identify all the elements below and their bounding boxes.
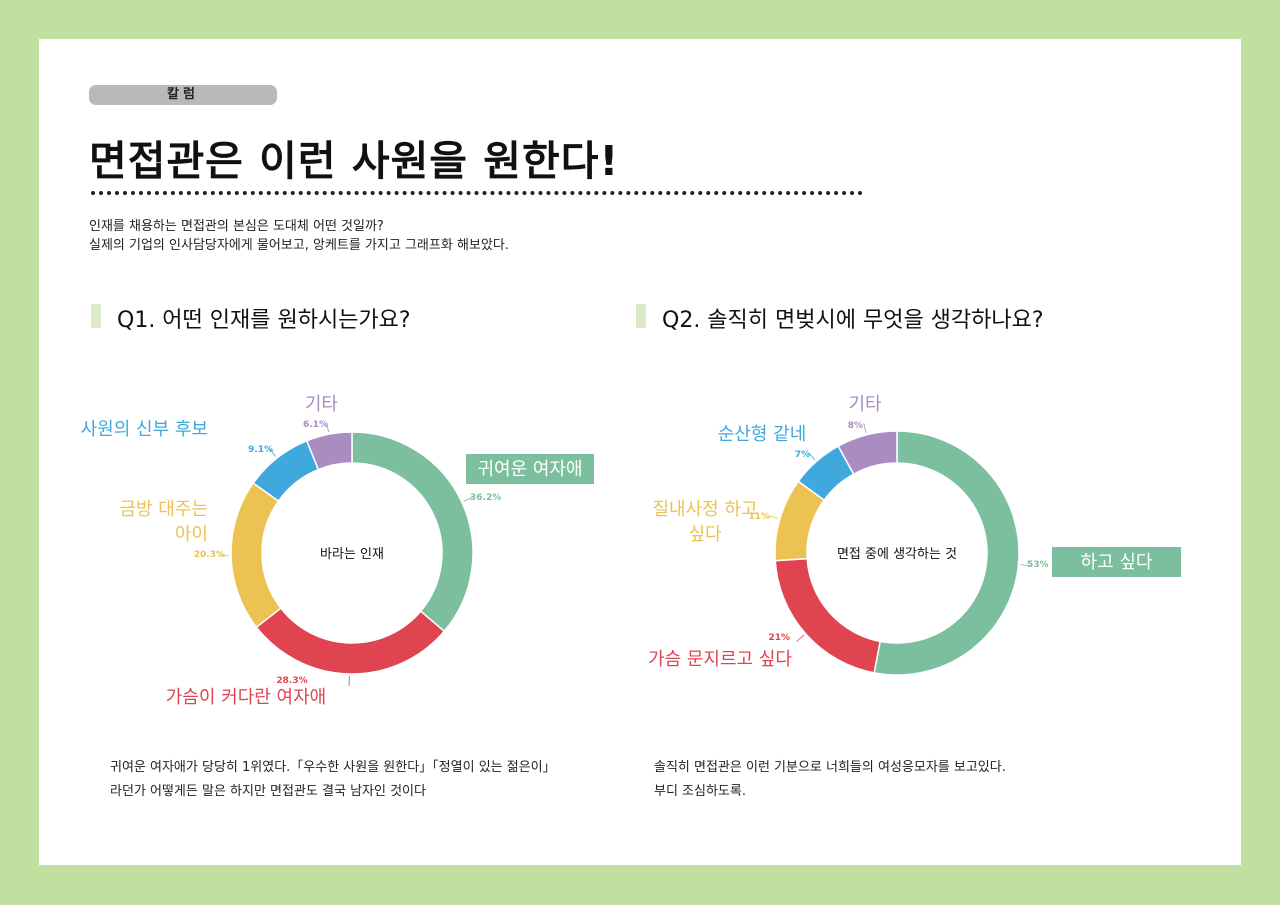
slice-label-0: 하고 싶다: [1081, 552, 1153, 573]
slice-label-4-line-0: 기타: [848, 394, 882, 415]
slice-pct-label-2: 11%: [748, 512, 770, 522]
donut-chart-q1: 36.2% 귀여운 여자애 28.3%가슴이 커다란 여자애 20.3% 금방 대주는아…: [81, 394, 594, 708]
category-badge: 칼럼: [89, 85, 277, 105]
q1-question: Q1. 어떤 인재를 원하시는가요?: [117, 308, 411, 333]
slice-pct-label-4: 8%: [848, 421, 863, 431]
q1-footer-line-2: 라던가 어떻게든 말은 하지만 면접관도 결국 남자인 것이다: [110, 784, 426, 799]
slice-leader-3: [269, 448, 277, 457]
slice-1: [255, 607, 446, 675]
page-title: 면접관은 이런 사원을 원한다!: [89, 137, 620, 185]
slice-label-0: 귀여운 여자애: [477, 459, 582, 480]
intro-text: 인재를 채용하는 면접관의 본심은 도대체 어떤 것일까? 실제의 기업의 인사…: [89, 217, 509, 255]
dotted-divider: [91, 191, 863, 195]
slice-label-box-0: [1052, 547, 1181, 577]
slice-4: [305, 431, 353, 471]
slice-label-1-line-0: 가슴 문지르고 싶다: [648, 649, 792, 670]
slice-0: [873, 430, 1020, 676]
slice-leader-4: [863, 423, 867, 433]
intro-line-2: 실제의 기업의 인사담당자에게 물어보고, 앙케트를 가지고 그래프화 해보았다…: [89, 238, 509, 253]
slice-pct-label-0: 53%: [1027, 560, 1049, 570]
slice-2: [230, 482, 282, 629]
slice-leader-2: [768, 515, 779, 519]
center-label: 바라는 인재: [320, 547, 384, 562]
center-label: 면접 중에 생각하는 것: [837, 547, 957, 562]
slice-leader-4: [326, 422, 329, 433]
slice-4: [837, 430, 898, 476]
slice-pct-label-0: 36.2%: [470, 493, 501, 503]
slice-label-2-line-1: 싶다: [688, 524, 722, 545]
q2-footer-line-1: 솔직히 면접관은 이런 기분으로 너희들의 여성응모자를 보고있다.: [654, 760, 1006, 775]
slice-pct-label-1: 28.3%: [276, 676, 307, 686]
slice-leader-0: [463, 496, 473, 502]
q2-footer-line-2: 부디 조심하도록.: [654, 784, 746, 799]
slice-leader-0: [1020, 564, 1031, 567]
slice-label-2-line-0: 질내사정 하고: [652, 499, 757, 520]
slice-label-box-0: [466, 454, 594, 484]
q2-footer: 솔직히 면접관은 이런 기분으로 너희들의 여성응모자를 보고있다. 부디 조심…: [654, 756, 1006, 804]
slice-0: [351, 431, 474, 633]
q1-marker: [91, 304, 101, 328]
slice-leader-3: [808, 452, 816, 461]
slice-label-1-line-0: 가슴이 커다란 여자애: [166, 687, 326, 708]
q2-question: Q2. 솔직히 면벚시에 무엇을 생각하나요?: [662, 308, 1044, 333]
slice-pct-label-4: 6.1%: [303, 420, 328, 430]
slice-pct-label-3: 7%: [795, 450, 810, 460]
slice-label-3-line-0: 순산형 같네: [718, 424, 807, 445]
slice-leader-1: [796, 634, 805, 642]
q1-footer-line-1: 귀여운 여자애가 당당히 1위였다.「우수한 사원을 원한다」「정열이 있는 젊…: [110, 760, 556, 775]
slice-label-3-line-0: 사원의 신부 후보: [81, 419, 208, 440]
slice-label-4-line-0: 기타: [305, 394, 339, 415]
slice-pct-label-3: 9.1%: [248, 445, 273, 455]
slice-pct-label-1: 21%: [768, 633, 790, 643]
slice-label-2-line-0: 금방 대주는: [119, 499, 208, 520]
intro-line-1: 인재를 채용하는 면접관의 본심은 도대체 어떤 것일까?: [89, 219, 384, 234]
article-page: 칼럼 면접관은 이런 사원을 원한다! 인재를 채용하는 면접관의 본심은 도대…: [39, 39, 1241, 865]
q2-marker: [636, 304, 646, 328]
q1-footer: 귀여운 여자애가 당당히 1위였다.「우수한 사원을 원한다」「정열이 있는 젊…: [110, 756, 556, 804]
slice-pct-label-2: 20.3%: [194, 550, 225, 560]
slice-label-2-line-1: 아이: [175, 524, 208, 545]
